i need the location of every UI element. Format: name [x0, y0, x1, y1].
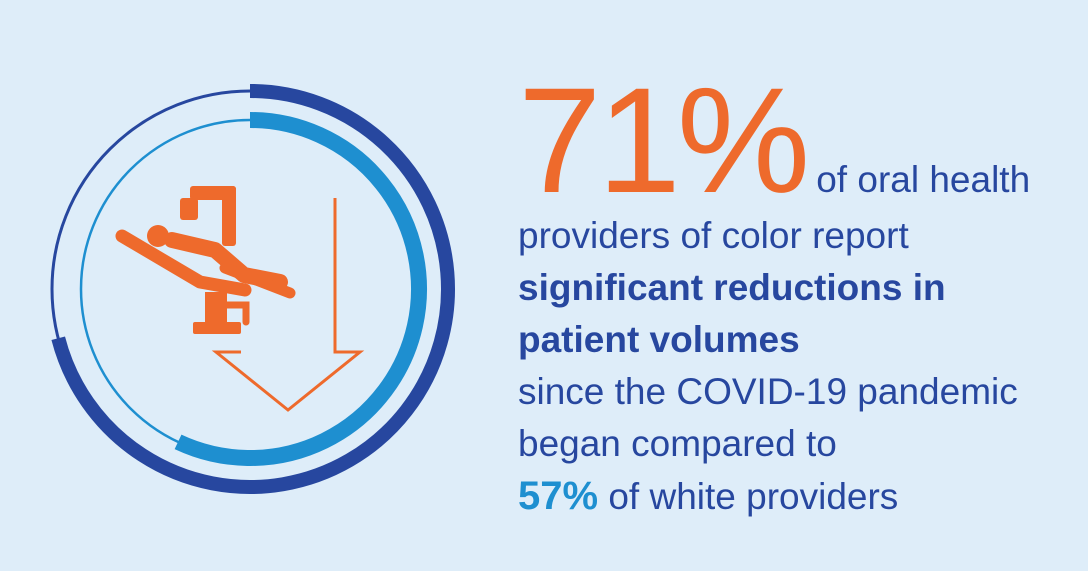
secondary-percent: 57% — [518, 474, 599, 518]
lead-text: of oral health — [816, 159, 1031, 200]
bold-line-1: significant reductions in — [518, 267, 946, 308]
comparison-line: 57% of white providers — [518, 470, 1078, 523]
secondary-text: of white providers — [608, 476, 899, 517]
body-line-6: began compared to — [518, 423, 837, 464]
body-line-2: providers of color report — [518, 215, 909, 256]
outer-ring-progress-arc — [51, 84, 455, 494]
progress-rings-graphic — [50, 84, 455, 494]
dental-chair-icon — [115, 186, 296, 334]
inner-ring-progress-arc — [174, 112, 427, 466]
down-arrow-icon — [211, 198, 365, 412]
body-line-5: since the COVID-19 pandemic — [518, 371, 1018, 412]
primary-percent: 71% — [518, 56, 810, 224]
headline-line: 71% of oral health — [518, 65, 1078, 215]
statistic-text-block: 71% of oral health providers of color rep… — [518, 65, 1078, 523]
bold-line-2: patient volumes — [518, 319, 800, 360]
